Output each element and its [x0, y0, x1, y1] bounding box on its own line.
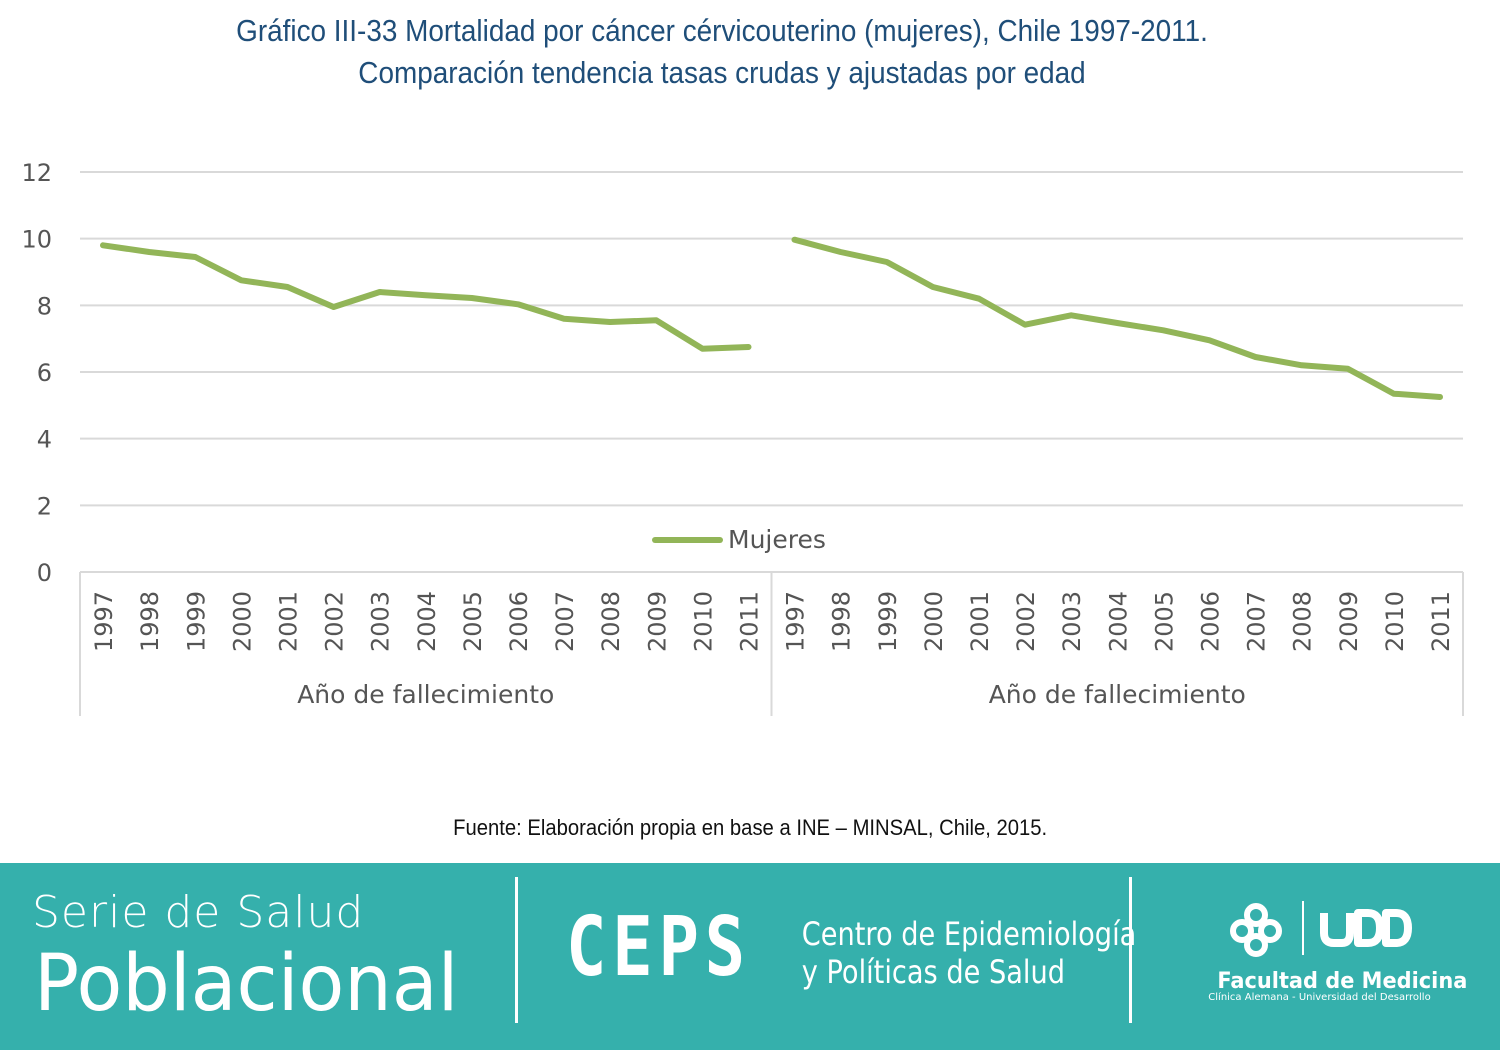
data-point — [1254, 355, 1258, 359]
y-tick-label: 8 — [37, 292, 52, 320]
line-chart: 0 2 4 6 8 10 12 1997 1998 1999 2000 2001 2002 2003 200… — [21, 159, 1464, 716]
udd-logo — [1230, 901, 1412, 957]
source-note: Fuente: Elaboración propia en base a INE… — [453, 815, 1048, 840]
x-tick-label: 1998 — [136, 591, 164, 652]
data-point — [1346, 367, 1350, 371]
x-tick-label: 1997 — [90, 591, 118, 652]
chart-title-line-2: Comparación tendencia tasas crudas y aju… — [358, 55, 1086, 90]
legend-label: Mujeres — [728, 525, 826, 554]
data-point — [793, 238, 797, 242]
ceps-name-line-1: Centro de Epidemiología — [801, 915, 1137, 953]
y-tick-label: 0 — [37, 559, 52, 587]
data-point — [746, 345, 750, 349]
udd-logo-divider — [1302, 901, 1304, 955]
data-point — [562, 317, 566, 321]
x-tick-label: 2011 — [735, 591, 763, 652]
x-tick-label: 2004 — [413, 591, 441, 652]
x-axis-label: Año de fallecimiento — [989, 680, 1246, 709]
series-line — [100, 242, 752, 352]
data-point — [839, 250, 843, 254]
data-point — [1392, 392, 1396, 396]
x-tick-label: 2010 — [689, 591, 717, 652]
footer-divider — [1129, 877, 1132, 1023]
x-tick-label: 2000 — [228, 591, 256, 652]
x-tick-label: 2005 — [1150, 591, 1178, 652]
data-point — [424, 293, 428, 297]
x-tick-label: 2008 — [597, 591, 625, 652]
x-tick-label: 2009 — [1335, 591, 1363, 652]
clinica-label: Clínica Alemana - Universidad del Desarr… — [1208, 992, 1431, 1003]
x-tick-label: 2011 — [1427, 591, 1455, 652]
x-tick-label: 2003 — [1058, 591, 1086, 652]
y-tick-label: 10 — [21, 226, 52, 254]
data-point — [1207, 338, 1211, 342]
footer-divider — [515, 877, 518, 1023]
data-point — [977, 297, 981, 301]
udd-emblem-icon — [1230, 903, 1282, 957]
data-point — [285, 285, 289, 289]
chart-title-line-1: Gráfico III-33 Mortalidad por cáncer cér… — [236, 13, 1208, 48]
data-point — [931, 285, 935, 289]
x-axis-label: Año de fallecimiento — [297, 680, 554, 709]
data-point — [885, 260, 889, 264]
ceps-name: Centro de Epidemiología y Políticas de S… — [801, 915, 1137, 991]
data-point — [700, 347, 704, 351]
data-point — [516, 302, 520, 306]
x-tick-label: 2001 — [966, 591, 994, 652]
x-tick-label: 2008 — [1289, 591, 1317, 652]
x-tick-label: 2004 — [1104, 591, 1132, 652]
x-tick-label: 2001 — [274, 591, 302, 652]
data-point — [1115, 321, 1119, 325]
x-tick-label: 1999 — [874, 591, 902, 652]
data-point — [654, 318, 658, 322]
series-line — [791, 236, 1443, 400]
y-tick-label: 4 — [37, 426, 52, 454]
y-tick-label: 2 — [37, 492, 52, 520]
facultad-label: Facultad de Medicina — [1217, 969, 1468, 994]
data-point — [332, 305, 336, 309]
x-tick-label: 2009 — [643, 591, 671, 652]
data-point — [101, 243, 105, 247]
x-tick-label: 2006 — [505, 591, 533, 652]
x-tick-label: 2000 — [920, 591, 948, 652]
data-point — [193, 255, 197, 259]
ceps-name-line-2: y Políticas de Salud — [801, 953, 1065, 991]
ceps-logo: CEPS — [566, 900, 751, 995]
data-point — [378, 290, 382, 294]
x-tick-label: 1998 — [828, 591, 856, 652]
serie-title-line-1: Serie de Salud — [32, 887, 365, 938]
chart-title: Gráfico III-33 Mortalidad por cáncer cér… — [72, 10, 1372, 94]
data-point — [1069, 313, 1073, 317]
data-point — [147, 250, 151, 254]
x-tick-label: 1997 — [782, 591, 810, 652]
x-tick-label: 2002 — [321, 591, 349, 652]
serie-title-line-2: Poblacional — [34, 939, 459, 1029]
x-tick-label: 2010 — [1381, 591, 1409, 652]
data-point — [1300, 363, 1304, 367]
data-point — [470, 296, 474, 300]
x-tick-label: 2007 — [551, 591, 579, 652]
y-tick-label: 6 — [37, 359, 52, 387]
data-point — [1023, 323, 1027, 327]
y-tick-label: 12 — [21, 159, 52, 187]
udd-wordmark-icon — [1320, 909, 1412, 947]
data-point — [608, 320, 612, 324]
x-tick-label: 2005 — [459, 591, 487, 652]
data-point — [1161, 328, 1165, 332]
data-point — [1438, 395, 1442, 399]
x-tick-label: 2006 — [1196, 591, 1224, 652]
x-tick-label: 2002 — [1012, 591, 1040, 652]
x-tick-label: 1999 — [182, 591, 210, 652]
x-tick-label: 2003 — [367, 591, 395, 652]
x-tick-label: 2007 — [1243, 591, 1271, 652]
data-point — [239, 278, 243, 282]
footer-banner: Serie de Salud Poblacional CEPS Centro d… — [0, 863, 1500, 1050]
